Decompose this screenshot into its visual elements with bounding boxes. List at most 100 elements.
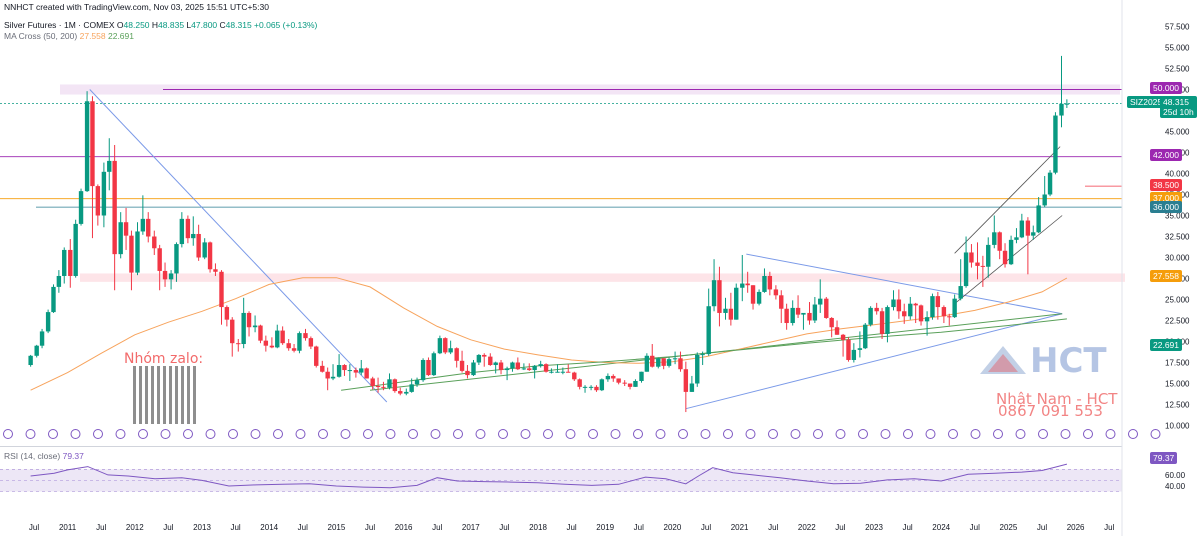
candle-body	[392, 379, 398, 392]
candle-body	[308, 338, 314, 347]
event-marker	[475, 429, 486, 439]
candle	[527, 363, 532, 371]
candle-body	[582, 386, 588, 388]
price-tick-label: 30.000	[1165, 254, 1190, 263]
highlight-bands	[60, 84, 1125, 282]
candle	[454, 347, 459, 368]
candle	[622, 380, 627, 387]
event-marker	[565, 429, 576, 439]
event-marker	[1038, 429, 1048, 439]
candle-body	[773, 289, 779, 296]
candle	[650, 344, 655, 368]
ma200-line	[341, 318, 1067, 391]
candle	[829, 317, 834, 338]
price-tick-label: 22.500	[1165, 317, 1190, 326]
candle-body	[863, 324, 868, 349]
event-marker	[588, 429, 598, 439]
candle	[291, 344, 297, 353]
event-marker	[970, 429, 981, 439]
candle-body	[952, 298, 957, 318]
candle	[336, 354, 342, 378]
candle	[241, 297, 246, 349]
candle	[874, 302, 879, 315]
candle	[885, 305, 890, 343]
candle	[39, 328, 45, 349]
candle-body	[359, 368, 364, 373]
candle	[908, 296, 913, 320]
candle	[969, 244, 974, 268]
candle	[359, 359, 364, 376]
candle-body	[90, 101, 95, 187]
candle	[868, 306, 873, 327]
time-tick-label: Jul	[96, 523, 106, 532]
countdown: 25d 10h	[1163, 107, 1194, 117]
candle	[101, 162, 107, 228]
candle	[767, 271, 773, 296]
candle-body	[846, 339, 851, 360]
ma50-value: 27.558	[79, 31, 106, 41]
event-marker	[340, 429, 351, 439]
candle-body	[1047, 172, 1053, 195]
candle	[28, 354, 33, 367]
candle-body	[734, 287, 739, 320]
candle-body	[678, 358, 683, 370]
candle-body	[599, 379, 605, 391]
ohlc-open: 48.250	[123, 20, 150, 30]
candle	[695, 352, 700, 387]
event-marker	[228, 429, 238, 439]
candle	[745, 271, 750, 293]
candle-body	[62, 249, 67, 276]
candle	[431, 351, 437, 376]
candle-body	[1036, 205, 1041, 233]
candle-body	[426, 359, 431, 376]
event-marker	[3, 429, 13, 439]
time-tick-label: Jul	[230, 523, 240, 532]
candle	[532, 365, 537, 379]
candle-body	[387, 379, 392, 388]
candle	[152, 230, 157, 255]
candle-body	[73, 223, 78, 276]
time-tick-label: Jul	[701, 523, 711, 532]
event-marker	[295, 429, 306, 439]
candle-body	[622, 382, 627, 384]
watermark-group-text: Nhóm zalo:	[124, 351, 204, 367]
candle	[168, 270, 174, 290]
event-marker	[700, 429, 711, 439]
candle	[353, 367, 359, 378]
candle-body	[807, 312, 812, 321]
candle-body	[790, 307, 795, 324]
candle	[129, 230, 134, 291]
candle-body	[84, 101, 90, 192]
time-tick-label: 2018	[529, 523, 547, 532]
candle	[107, 138, 112, 191]
candle	[723, 297, 728, 320]
candle-body	[958, 286, 963, 299]
candle	[627, 383, 633, 390]
candle	[459, 350, 465, 373]
candle	[342, 364, 347, 376]
candle	[303, 328, 308, 341]
ohlc-high-label: H	[151, 20, 159, 30]
candle-body	[219, 271, 224, 308]
axes: 57.50055.00052.50050.00047.50045.00042.5…	[29, 0, 1190, 536]
candle	[700, 351, 705, 366]
moving-averages	[30, 277, 1068, 391]
symbol-tag: SIZ2025	[1127, 96, 1166, 108]
event-marker	[948, 429, 958, 439]
candle	[795, 295, 801, 318]
candle	[51, 284, 56, 313]
time-tick-label: 2020	[664, 523, 682, 532]
trend-line-4	[954, 146, 1061, 254]
candle-body	[314, 346, 319, 366]
ohlc-high: 48.835	[158, 20, 185, 30]
candle-body	[303, 333, 308, 339]
candle-body	[404, 391, 409, 394]
candle-body	[947, 316, 952, 318]
candle	[975, 242, 980, 280]
candle	[448, 340, 453, 355]
candle-body	[252, 325, 258, 328]
candle	[420, 358, 426, 382]
event-marker	[1128, 429, 1138, 439]
last-price-label: 48.315 25d 10h	[1160, 96, 1197, 118]
rsi-header-value: 79.37	[62, 451, 84, 461]
